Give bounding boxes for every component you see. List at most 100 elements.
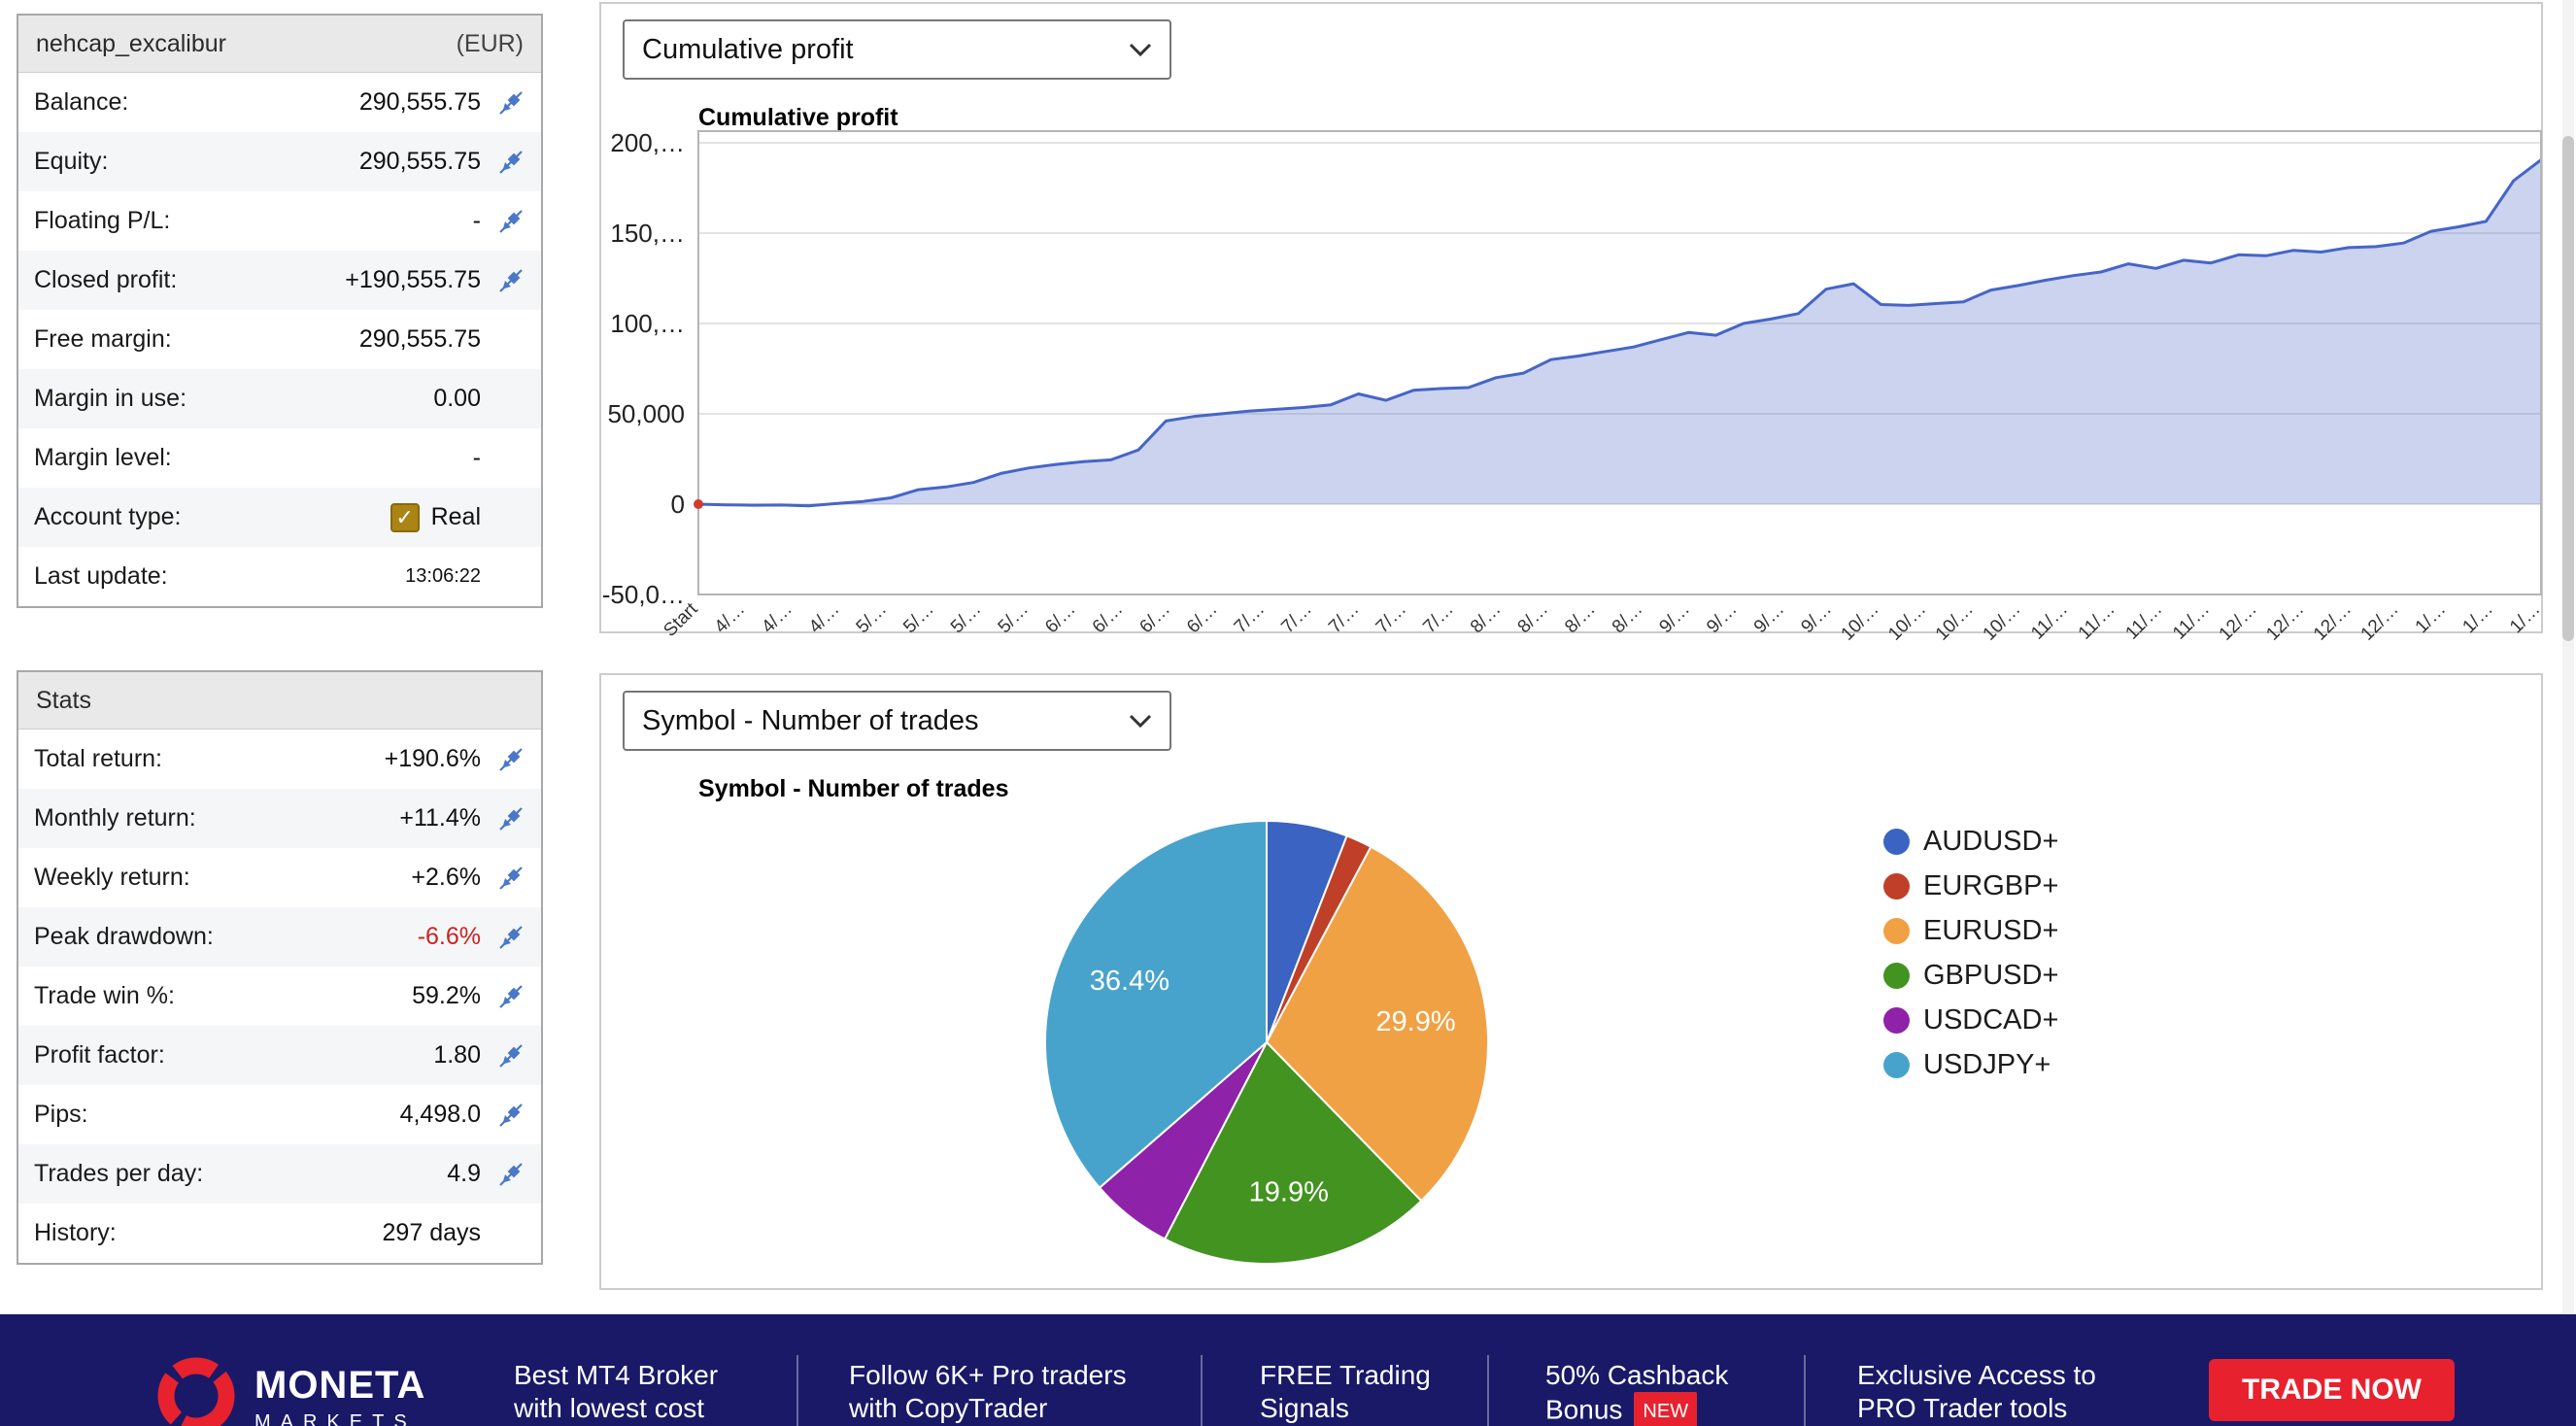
footer-item: Follow 6K+ Pro traderswith CopyTrader: [849, 1359, 1127, 1425]
svg-text:10/…: 10/…: [1884, 599, 1930, 645]
trade-now-button[interactable]: TRADE NOW: [2209, 1359, 2455, 1421]
edit-chart-icon[interactable]: [481, 1161, 541, 1188]
new-badge: NEW: [1634, 1392, 1697, 1426]
row-label: Trade win %:: [34, 982, 175, 1010]
real-account-checkbox[interactable]: ✓: [390, 503, 420, 532]
row-label: Closed profit:: [34, 266, 177, 294]
edit-chart-icon[interactable]: [481, 805, 541, 832]
row-label: Trades per day:: [34, 1160, 203, 1188]
footer-item-line1: Follow 6K+ Pro traders: [849, 1359, 1127, 1392]
pie-legend: AUDUSD+ EURGBP+ EURUSD+ GBPUSD+USDCAD+USDJP…: [1883, 819, 2058, 1087]
legend-label: AUDUSD+: [1923, 826, 2058, 858]
svg-text:12/…: 12/…: [2310, 599, 2356, 645]
legend-label: EURUSD+: [1923, 915, 2058, 947]
edit-chart-icon[interactable]: [481, 267, 541, 294]
table-row: Monthly return:+11.4%: [18, 789, 541, 848]
svg-text:12/…: 12/…: [2216, 599, 2261, 645]
row-label: Pips:: [34, 1101, 88, 1129]
legend-swatch: [1883, 1007, 1910, 1034]
moneta-logo-icon: [155, 1355, 237, 1426]
row-label: Free margin:: [34, 325, 172, 354]
edit-chart-icon[interactable]: [481, 983, 541, 1010]
edit-chart-icon[interactable]: [481, 149, 541, 176]
svg-text:5/…: 5/…: [899, 599, 937, 637]
table-row: Profit factor:1.80: [18, 1026, 541, 1085]
legend-item[interactable]: EURUSD+: [1883, 908, 2058, 953]
stats-rows: Total return:+190.6%Monthly return:+11.4…: [18, 730, 541, 1263]
edit-chart-icon[interactable]: [481, 89, 541, 117]
svg-text:36.4%: 36.4%: [1090, 966, 1169, 997]
legend-item[interactable]: GBPUSD+: [1883, 953, 2058, 998]
svg-text:7/…: 7/…: [1419, 599, 1457, 637]
brand-name: MONETA: [254, 1364, 425, 1407]
footer-item-line2: with CopyTrader: [849, 1392, 1127, 1425]
footer-item-line2: PRO Trader tools: [1857, 1392, 2096, 1425]
footer-divider: [1487, 1355, 1489, 1426]
svg-text:7/…: 7/…: [1373, 599, 1410, 637]
table-row: Equity:290,555.75: [18, 132, 541, 191]
row-value: 13:06:22: [405, 565, 481, 588]
legend-item[interactable]: AUDUSD+: [1883, 819, 2058, 864]
row-value: 0.00: [433, 385, 481, 413]
footer-divider: [797, 1355, 798, 1426]
footer-item: 50% CashbackBonusNEW: [1545, 1359, 1728, 1426]
table-row: Trade win %:59.2%: [18, 967, 541, 1026]
edit-chart-icon[interactable]: [481, 208, 541, 235]
row-label: Last update:: [34, 562, 168, 591]
svg-text:11/…: 11/…: [2121, 599, 2166, 644]
legend-label: EURGBP+: [1923, 870, 2058, 902]
edit-chart-icon[interactable]: [481, 865, 541, 892]
footer-item-line1: 50% Cashback: [1545, 1359, 1728, 1392]
table-row: Balance:290,555.75: [18, 73, 541, 132]
table-row: Margin in use: 0.00: [18, 369, 541, 428]
row-value: 1.80: [433, 1041, 481, 1070]
svg-text:19.9%: 19.9%: [1249, 1176, 1329, 1207]
svg-text:7/…: 7/…: [1231, 599, 1269, 637]
legend-swatch: [1883, 918, 1910, 944]
footer-divider: [1804, 1355, 1806, 1426]
legend-swatch: [1883, 829, 1910, 855]
legend-swatch: [1883, 1052, 1910, 1078]
svg-text:4/…: 4/…: [805, 599, 843, 637]
scrollbar-thumb[interactable]: [2562, 136, 2574, 641]
svg-text:29.9%: 29.9%: [1375, 1006, 1455, 1037]
footer-item-line1: FREE Trading: [1260, 1359, 1431, 1392]
footer-item: Exclusive Access toPRO Trader tools: [1857, 1359, 2096, 1425]
row-label: History:: [34, 1219, 117, 1247]
chart-type-select[interactable]: Cumulative profit: [623, 19, 1171, 80]
svg-text:6/…: 6/…: [1183, 599, 1221, 637]
stats-title: Stats: [36, 687, 91, 715]
edit-chart-icon[interactable]: [481, 1042, 541, 1070]
row-value: +190,555.75: [345, 266, 481, 294]
svg-text:11/…: 11/…: [2169, 599, 2214, 644]
footer-item-line1: Exclusive Access to: [1857, 1359, 2096, 1392]
svg-text:200,…: 200,…: [610, 128, 685, 157]
table-row: Margin level:-: [18, 428, 541, 488]
legend-item[interactable]: EURGBP+: [1883, 864, 2058, 908]
cumulative-profit-card: Cumulative profit Cumulative profit 200,…: [599, 2, 2543, 633]
edit-chart-icon[interactable]: [481, 746, 541, 773]
row-value: Real: [431, 503, 481, 531]
row-label: Account type:: [34, 503, 181, 531]
account-panel-header: nehcap_excalibur (EUR): [18, 16, 541, 73]
moneta-logo[interactable]: MONETA MARKETS: [155, 1355, 425, 1426]
row-value: -6.6%: [418, 923, 481, 951]
legend-item[interactable]: USDCAD+: [1883, 998, 2058, 1042]
svg-text:8/…: 8/…: [1609, 599, 1646, 637]
footer-item-line2: BonusNEW: [1545, 1392, 1728, 1426]
footer-divider: [1201, 1355, 1203, 1426]
svg-text:8/…: 8/…: [1514, 599, 1552, 637]
symbol-pie-chart: 29.9% 19.9% 36.4%: [601, 675, 2545, 1292]
svg-text:5/…: 5/…: [853, 599, 891, 637]
row-value: 290,555.75: [359, 325, 481, 354]
row-label: Equity:: [34, 148, 108, 176]
table-row: Last update: 13:06:22: [18, 547, 541, 606]
edit-chart-icon[interactable]: [481, 1102, 541, 1129]
svg-text:7/…: 7/…: [1325, 599, 1363, 637]
svg-text:10/…: 10/…: [1980, 599, 2025, 645]
edit-chart-icon[interactable]: [481, 924, 541, 951]
stats-panel-header: Stats: [18, 672, 541, 730]
legend-item[interactable]: USDJPY+: [1883, 1042, 2058, 1087]
row-label: Margin in use:: [34, 385, 186, 413]
scrollbar-track[interactable]: [2562, 0, 2574, 1314]
